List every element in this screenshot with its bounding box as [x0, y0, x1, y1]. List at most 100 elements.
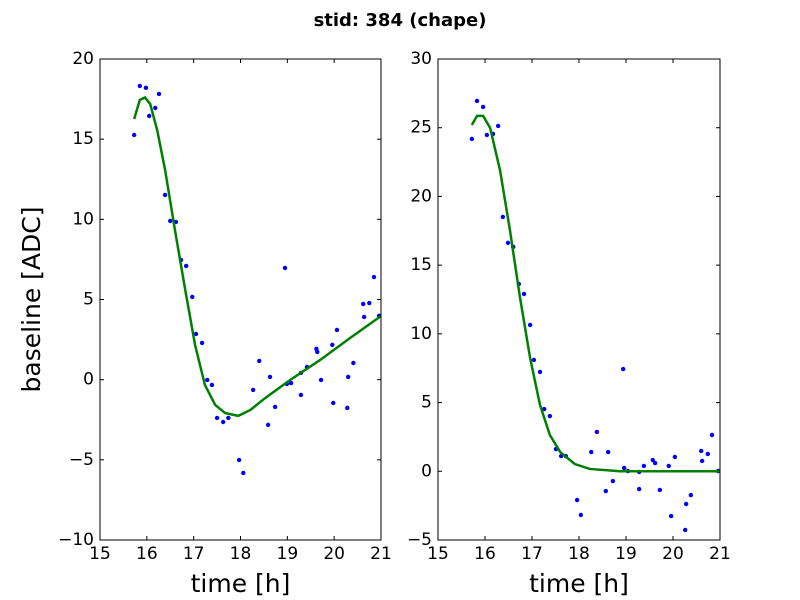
y-tick-label: −5	[407, 530, 432, 550]
subplot: 15 16 17 18 19 20 21 −10 −5 0 5 10 15 20 time [h] basel…	[17, 49, 392, 598]
y-tick-label: 15	[72, 129, 94, 149]
y-tick-label: 20	[410, 186, 432, 206]
plot-area	[131, 83, 381, 476]
x-tick-label: 21	[709, 544, 731, 564]
data-point	[578, 512, 584, 518]
y-tick-label: 0	[421, 461, 432, 481]
data-point	[589, 449, 594, 455]
data-point	[657, 487, 663, 493]
x-tick-label: 21	[370, 544, 392, 564]
data-point	[610, 478, 616, 484]
y-axis-label: baseline [ADC]	[17, 207, 46, 393]
y-tick-label: 20	[72, 49, 94, 69]
data-point	[521, 291, 527, 297]
x-tick-label: 20	[323, 544, 345, 564]
x-tick-label: 17	[521, 544, 543, 564]
data-point	[605, 449, 611, 455]
subplot: 15 16 17 18 19 20 21 −5 0 5 10 15 20 25 30 time [h]	[407, 49, 731, 598]
data-point	[621, 465, 627, 471]
x-tick-label: 18	[230, 544, 252, 564]
data-point	[705, 451, 710, 457]
data-point	[193, 331, 199, 337]
data-point	[199, 340, 205, 346]
data-point	[542, 406, 547, 412]
data-point	[168, 218, 173, 224]
data-point	[220, 419, 226, 425]
data-point	[474, 98, 480, 104]
data-point	[226, 415, 231, 421]
data-point	[620, 366, 626, 372]
data-point	[250, 387, 256, 393]
data-point	[709, 432, 715, 438]
data-point	[484, 132, 490, 138]
data-point	[594, 429, 600, 435]
data-point	[241, 470, 246, 476]
x-tick-label: 15	[427, 544, 449, 564]
data-point	[190, 294, 195, 300]
y-tick-label: −10	[58, 530, 94, 550]
data-point	[641, 463, 647, 469]
data-point	[361, 314, 367, 320]
data-point	[603, 488, 608, 494]
data-point	[334, 327, 340, 333]
data-point	[636, 486, 642, 492]
figure-title: stid: 384 (chape)	[314, 10, 487, 31]
fit-line	[132, 95, 381, 418]
data-point	[318, 377, 324, 383]
data-point	[683, 527, 688, 533]
data-point	[143, 85, 149, 91]
data-point	[214, 415, 220, 421]
data-point	[688, 492, 694, 498]
x-tick-label: 18	[568, 544, 590, 564]
y-tick-label: −5	[69, 450, 94, 470]
data-point	[146, 113, 152, 119]
data-point	[153, 105, 158, 111]
y-tick-label: 15	[410, 255, 432, 275]
data-point	[683, 501, 689, 507]
data-point	[699, 448, 704, 454]
data-point	[505, 240, 511, 246]
x-tick-label: 16	[136, 544, 158, 564]
y-tick-label: 5	[421, 393, 432, 413]
data-point	[346, 374, 351, 380]
data-point	[500, 214, 506, 220]
y-tick-label: 25	[410, 118, 432, 138]
data-point	[371, 274, 377, 280]
y-tick-label: 10	[410, 324, 432, 344]
x-tick-label: 20	[662, 544, 684, 564]
y-tick-label: 30	[410, 49, 432, 69]
y-tick-label: 5	[83, 290, 94, 310]
y-tick-label: 0	[83, 370, 94, 390]
data-point	[236, 457, 242, 463]
data-point	[650, 457, 655, 463]
x-tick-label: 19	[277, 544, 299, 564]
plot-area	[469, 98, 720, 533]
data-point	[480, 104, 486, 110]
data-point	[137, 83, 143, 89]
data-point	[288, 380, 294, 386]
data-point	[298, 392, 304, 398]
x-tick-label: 15	[89, 544, 111, 564]
data-point	[531, 357, 537, 363]
data-point	[351, 360, 356, 366]
data-point	[265, 422, 271, 428]
data-point	[652, 460, 658, 466]
data-point	[527, 322, 533, 328]
data-point	[162, 192, 168, 198]
data-point	[668, 513, 674, 519]
x-tick-label: 19	[615, 544, 637, 564]
data-point	[272, 404, 278, 410]
data-point	[315, 349, 320, 355]
y-tick-label: 10	[72, 209, 94, 229]
data-point	[361, 301, 366, 307]
data-point	[537, 369, 543, 375]
data-point	[666, 463, 671, 469]
fit-line	[470, 114, 720, 473]
data-point	[257, 358, 262, 364]
data-point	[699, 458, 705, 464]
data-point	[367, 300, 372, 306]
data-point	[330, 342, 335, 348]
data-point	[331, 400, 336, 406]
